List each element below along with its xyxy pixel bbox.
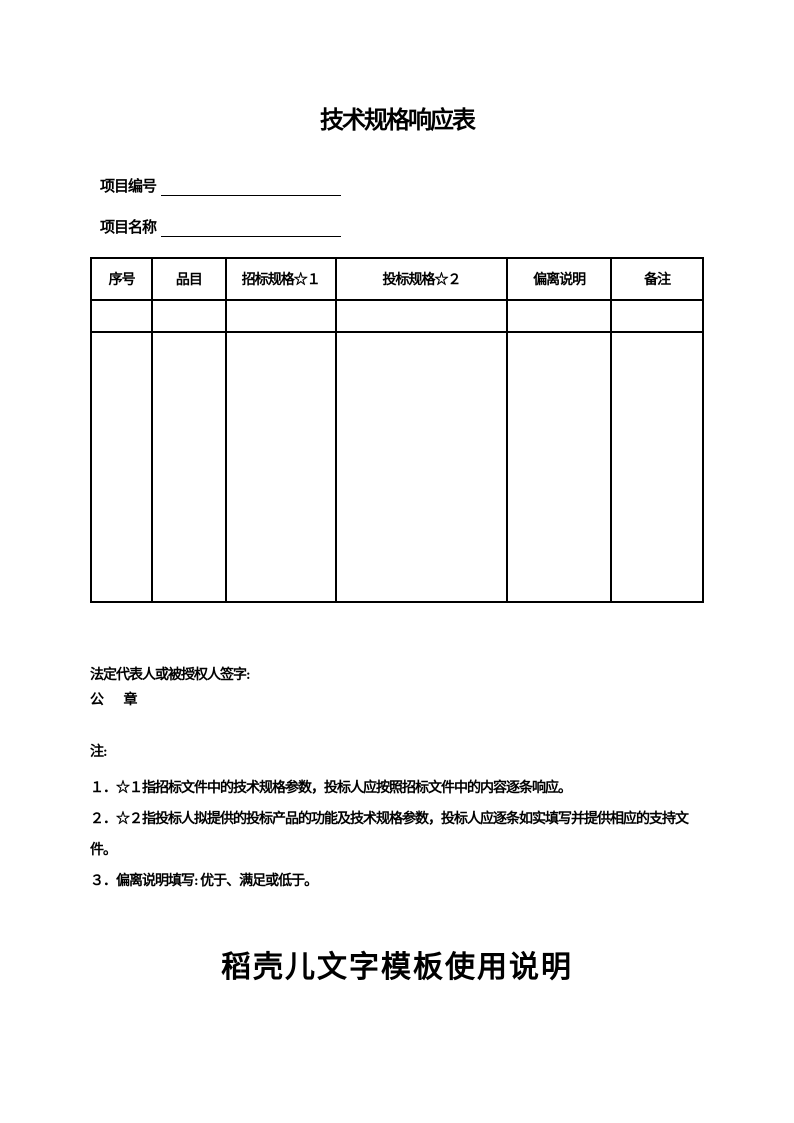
table-cell: [336, 300, 507, 332]
project-name-label: 项目名称: [100, 216, 156, 237]
col-header-seq: 序号: [91, 258, 152, 300]
notes-section: 注: １．☆１指招标文件中的技术规格参数，投标人应按照招标文件中的内容逐条响应。…: [90, 738, 704, 897]
project-number-underline: [161, 178, 341, 196]
page-title: 技术规格响应表: [90, 100, 704, 135]
table-cell: [507, 300, 611, 332]
project-name-underline: [161, 219, 341, 237]
note-item: ２．☆２指投标人拟提供的投标产品的功能及技术规格参数，投标人应逐条如实填写并提供…: [90, 805, 704, 867]
signature-seal-label: 公 章: [90, 688, 704, 713]
table-cell: [152, 332, 225, 602]
table-cell: [226, 332, 336, 602]
signature-rep-label: 法定代表人或被授权人签字:: [90, 663, 704, 688]
project-number-label: 项目编号: [100, 175, 156, 196]
table-cell: [152, 300, 225, 332]
col-header-note: 备注: [611, 258, 703, 300]
signature-section: 法定代表人或被授权人签字: 公 章: [90, 663, 704, 713]
project-number-field: 项目编号: [90, 175, 704, 196]
project-name-field: 项目名称: [90, 216, 704, 237]
table-cell: [91, 300, 152, 332]
footer-title: 稻壳儿文字模板使用说明: [90, 942, 704, 986]
col-header-spec2: 投标规格☆２: [336, 258, 507, 300]
table-header-row: 序号 品目 招标规格☆１ 投标规格☆２ 偏离说明 备注: [91, 258, 703, 300]
table-cell: [91, 332, 152, 602]
table-cell: [611, 300, 703, 332]
col-header-item: 品目: [152, 258, 225, 300]
table-cell: [611, 332, 703, 602]
col-header-deviation: 偏离说明: [507, 258, 611, 300]
table-row: [91, 332, 703, 602]
table-cell: [507, 332, 611, 602]
table-cell: [226, 300, 336, 332]
col-header-spec1: 招标规格☆１: [226, 258, 336, 300]
table-cell: [336, 332, 507, 602]
note-item: ３．偏离说明填写: 优于、满足或低于。: [90, 867, 704, 898]
note-item: １．☆１指招标文件中的技术规格参数，投标人应按照招标文件中的内容逐条响应。: [90, 774, 704, 805]
spec-table: 序号 品目 招标规格☆１ 投标规格☆２ 偏离说明 备注: [90, 257, 704, 603]
notes-header: 注:: [90, 738, 704, 769]
table-row: [91, 300, 703, 332]
